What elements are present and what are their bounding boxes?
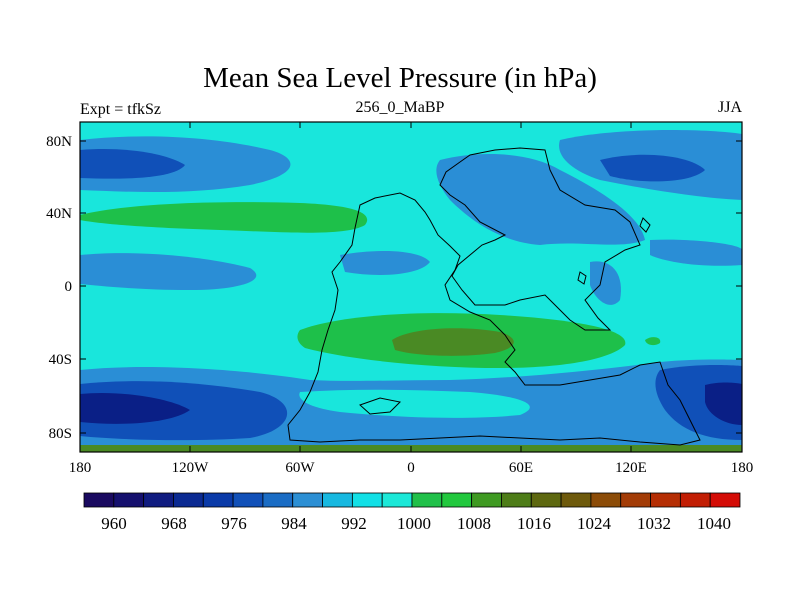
coastline-northern-continent (439, 147, 641, 331)
coastline-southern-continent (287, 192, 701, 446)
contour-southern-low-east-core (705, 382, 742, 425)
colorbar-swatch (202, 492, 234, 508)
contour-northeast-core (600, 154, 705, 182)
colorbar-swatch (590, 492, 622, 508)
experiment-label: Expt = tfkSz (80, 101, 162, 118)
contour-continental-low (436, 154, 645, 245)
y-tick-40s: 40S (49, 352, 72, 368)
colorbar-swatch (650, 492, 681, 508)
colorbar-label: 984 (281, 514, 307, 533)
colorbar-swatch (709, 492, 741, 508)
colorbar-swatch (113, 492, 145, 508)
x-tick-120w: 120W (172, 460, 210, 476)
y-tick-80s: 80S (49, 426, 72, 442)
colorbar-label: 992 (341, 514, 367, 533)
colorbar-swatch (411, 492, 443, 508)
colorbar-label: 1016 (517, 514, 551, 533)
colorbar-swatch (501, 492, 532, 508)
contour-south-high-center (445, 336, 480, 345)
colorbar-swatch (530, 492, 562, 508)
x-tick-60e: 60E (509, 460, 533, 476)
colorbar-swatch (232, 492, 264, 508)
colorbar-swatch (143, 492, 174, 508)
colorbar-swatch (322, 492, 353, 508)
colorbar-swatch (560, 492, 592, 508)
axis-ticks (79, 122, 743, 452)
coastline-island-east (639, 217, 651, 233)
colorbar-swatch (351, 492, 383, 508)
colorbar-swatch (620, 492, 651, 508)
colorbar-label: 976 (221, 514, 247, 533)
colorbar-labels: 960 968 976 984 992 1000 1008 1016 1024 … (101, 514, 731, 533)
colorbar-swatch (173, 492, 204, 508)
x-tick-180e: 180 (731, 460, 754, 476)
colorbar-label: 1024 (577, 514, 612, 533)
x-tick-0: 0 (407, 460, 415, 476)
contour-equatorial-low-west (80, 253, 257, 290)
coastline-island-small (577, 271, 587, 285)
contour-north-pacific-core (80, 149, 185, 179)
contour-field (80, 122, 742, 452)
contour-equatorial-low-central (340, 250, 430, 275)
contour-north-subtropical-high (80, 202, 368, 233)
x-tick-60w: 60W (285, 460, 315, 476)
x-tick-180w: 180 (69, 460, 92, 476)
colorbar-swatch (441, 492, 473, 508)
contour-equatorial-low-east (590, 261, 621, 305)
colorbar-swatch (471, 492, 502, 508)
colorbar-swatch (381, 492, 413, 508)
coastlines (287, 147, 701, 446)
colorbar (83, 492, 741, 508)
period-label: 256_0_MaBP (355, 99, 445, 116)
colorbar-label: 960 (101, 514, 127, 533)
season-label: JJA (717, 99, 742, 116)
colorbar-label: 1040 (697, 514, 731, 533)
colorbar-swatch (262, 492, 294, 508)
y-tick-0: 0 (65, 279, 73, 295)
y-tick-80n: 80N (46, 134, 72, 150)
contour-small-high (645, 337, 661, 346)
contour-southern-relative-high (299, 389, 530, 418)
colorbar-swatch (83, 492, 115, 508)
colorbar-label: 1000 (397, 514, 431, 533)
contour-southern-low-west-core (80, 392, 190, 424)
colorbar-swatch (292, 492, 323, 508)
y-tick-40n: 40N (46, 206, 72, 222)
colorbar-label: 1008 (457, 514, 491, 533)
page-title: Mean Sea Level Pressure (in hPa) (203, 62, 597, 94)
colorbar-label: 968 (161, 514, 187, 533)
contour-east-pacific-low (650, 239, 742, 266)
colorbar-label: 1032 (637, 514, 671, 533)
x-tick-120e: 120E (615, 460, 647, 476)
coastline-island-south (359, 397, 402, 415)
colorbar-swatch (679, 492, 711, 508)
